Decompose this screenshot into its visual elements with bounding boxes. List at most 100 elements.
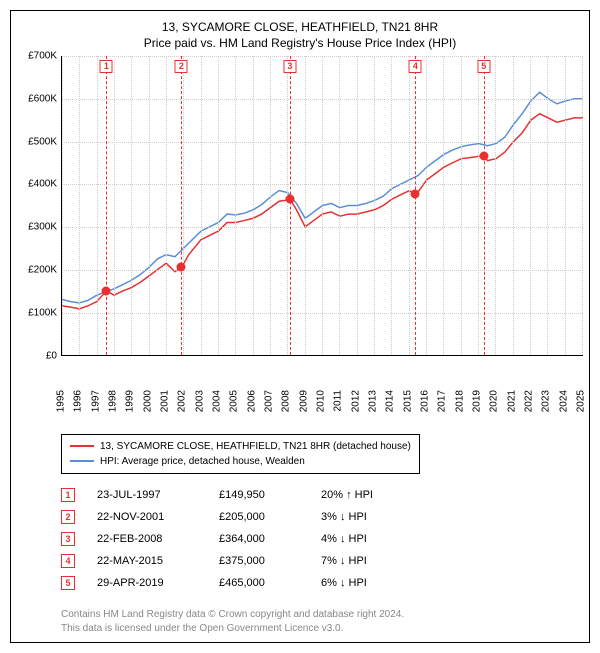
vgridline: [443, 56, 444, 355]
y-tick-label: £700K: [28, 50, 57, 61]
vgridline: [530, 56, 531, 355]
x-tick-label: 2014: [385, 390, 396, 412]
legend-item: HPI: Average price, detached house, Weal…: [70, 454, 411, 469]
footer-line: This data is licensed under the Open Gov…: [61, 622, 583, 636]
sale-price: £205,000: [219, 506, 299, 528]
vgridline: [478, 56, 479, 355]
footer-line: Contains HM Land Registry data © Crown c…: [61, 608, 583, 622]
chart-title: 13, SYCAMORE CLOSE, HEATHFIELD, TN21 8HR: [17, 19, 583, 36]
sale-num-box: 4: [61, 554, 75, 568]
vgridline: [374, 56, 375, 355]
x-axis: 1995199619971998199920002001200220032004…: [61, 386, 583, 426]
y-tick-label: £0: [46, 350, 57, 361]
legend-swatch: [70, 460, 94, 462]
x-tick-label: 2008: [281, 390, 292, 412]
sale-pct: 4% ↓ HPI: [321, 528, 411, 550]
y-tick-label: £600K: [28, 93, 57, 104]
sale-marker-flag: 1: [100, 60, 113, 73]
vgridline: [409, 56, 410, 355]
sale-date: 29-APR-2019: [97, 572, 197, 594]
sale-marker-line: [106, 56, 107, 355]
x-tick-label: 2020: [489, 390, 500, 412]
x-tick-label: 2015: [402, 390, 413, 412]
sale-pct: 20% ↑ HPI: [321, 484, 411, 506]
vgridline: [391, 56, 392, 355]
vgridline: [131, 56, 132, 355]
sale-marker-flag: 3: [283, 60, 296, 73]
vgridline: [547, 56, 548, 355]
legend-item: 13, SYCAMORE CLOSE, HEATHFIELD, TN21 8HR…: [70, 439, 411, 454]
x-tick-label: 2021: [506, 390, 517, 412]
sales-table-row: 3 22-FEB-2008 £364,000 4% ↓ HPI: [61, 528, 583, 550]
plot: 1 2 3 4 5: [61, 56, 583, 356]
vgridline: [565, 56, 566, 355]
sale-pct: 3% ↓ HPI: [321, 506, 411, 528]
sale-marker-line: [181, 56, 182, 355]
vgridline: [339, 56, 340, 355]
sale-dot: [411, 190, 420, 199]
vgridline: [166, 56, 167, 355]
sale-num-box: 2: [61, 510, 75, 524]
vgridline: [97, 56, 98, 355]
sale-price: £364,000: [219, 528, 299, 550]
x-tick-label: 2009: [298, 390, 309, 412]
x-tick-label: 2023: [541, 390, 552, 412]
vgridline: [114, 56, 115, 355]
chart-subtitle: Price paid vs. HM Land Registry's House …: [17, 36, 583, 50]
x-tick-label: 2018: [454, 390, 465, 412]
sales-table-row: 2 22-NOV-2001 £205,000 3% ↓ HPI: [61, 506, 583, 528]
legend-label: 13, SYCAMORE CLOSE, HEATHFIELD, TN21 8HR…: [100, 439, 411, 454]
vgridline: [513, 56, 514, 355]
y-tick-label: £400K: [28, 179, 57, 190]
x-tick-label: 2011: [333, 390, 344, 412]
vgridline: [357, 56, 358, 355]
x-tick-label: 2006: [246, 390, 257, 412]
x-tick-label: 2003: [194, 390, 205, 412]
sale-marker-line: [484, 56, 485, 355]
sale-marker-line: [290, 56, 291, 355]
sale-pct: 7% ↓ HPI: [321, 550, 411, 572]
sale-date: 23-JUL-1997: [97, 484, 197, 506]
sale-dot: [102, 286, 111, 295]
x-tick-label: 2010: [316, 390, 327, 412]
sale-dot: [177, 262, 186, 271]
vgridline: [270, 56, 271, 355]
sale-num-box: 1: [61, 488, 75, 502]
sale-date: 22-FEB-2008: [97, 528, 197, 550]
x-tick-label: 2013: [368, 390, 379, 412]
x-tick-label: 1998: [108, 390, 119, 412]
x-tick-label: 2007: [264, 390, 275, 412]
x-tick-label: 2002: [177, 390, 188, 412]
vgridline: [218, 56, 219, 355]
sale-date: 22-NOV-2001: [97, 506, 197, 528]
sale-num-box: 3: [61, 532, 75, 546]
x-tick-label: 2004: [212, 390, 223, 412]
legend: 13, SYCAMORE CLOSE, HEATHFIELD, TN21 8HR…: [61, 434, 420, 474]
sale-num-box: 5: [61, 576, 75, 590]
x-tick-label: 2005: [229, 390, 240, 412]
vgridline: [183, 56, 184, 355]
plot-area: £0£100K£200K£300K£400K£500K£600K£700K 12…: [17, 56, 583, 386]
sale-price: £149,950: [219, 484, 299, 506]
sale-marker-flag: 5: [477, 60, 490, 73]
vgridline: [461, 56, 462, 355]
sales-table: 1 23-JUL-1997 £149,950 20% ↑ HPI 2 22-NOV-200…: [61, 484, 583, 594]
x-tick-label: 2025: [576, 390, 587, 412]
footer-attribution: Contains HM Land Registry data © Crown c…: [61, 608, 583, 636]
sale-marker-flag: 2: [175, 60, 188, 73]
x-tick-label: 2024: [558, 390, 569, 412]
sales-table-row: 1 23-JUL-1997 £149,950 20% ↑ HPI: [61, 484, 583, 506]
y-tick-label: £300K: [28, 222, 57, 233]
vgridline: [253, 56, 254, 355]
vgridline: [305, 56, 306, 355]
sale-marker-line: [415, 56, 416, 355]
vgridline: [201, 56, 202, 355]
sale-price: £465,000: [219, 572, 299, 594]
sale-marker-flag: 4: [409, 60, 422, 73]
legend-label: HPI: Average price, detached house, Weal…: [100, 454, 305, 469]
x-tick-label: 2017: [437, 390, 448, 412]
sale-price: £375,000: [219, 550, 299, 572]
sale-dot: [479, 151, 488, 160]
sale-pct: 6% ↓ HPI: [321, 572, 411, 594]
vgridline: [79, 56, 80, 355]
